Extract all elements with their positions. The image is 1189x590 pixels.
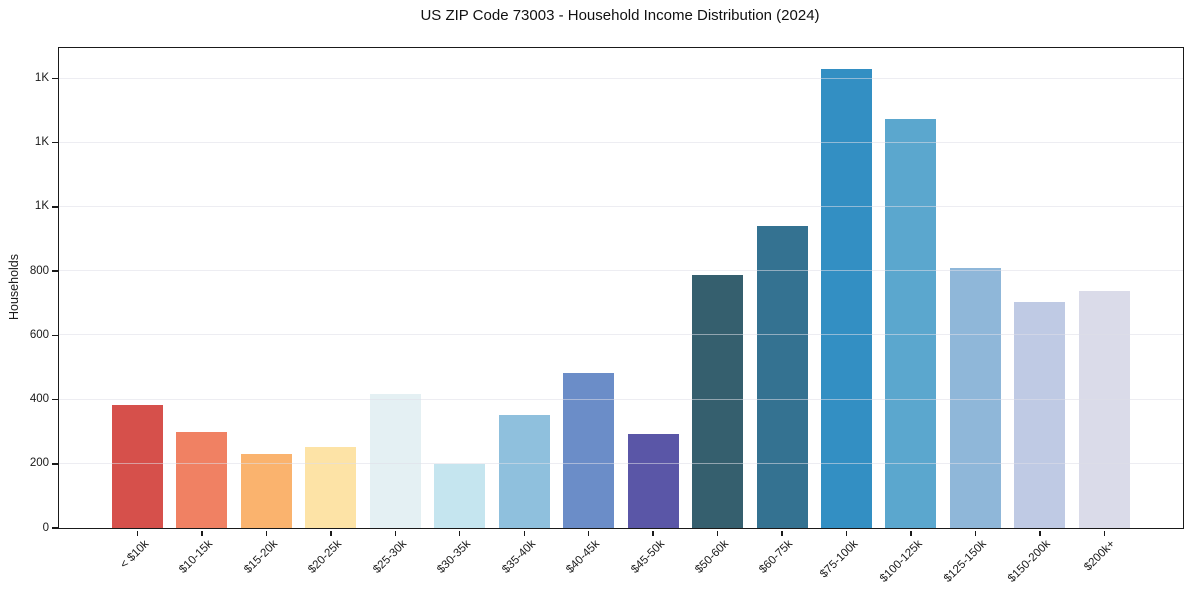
y-tick-label: 0: [42, 521, 49, 534]
x-tick-label: $125-150k: [941, 538, 989, 585]
gridline: [59, 77, 1183, 79]
x-tick-mark: [1039, 530, 1041, 536]
chart-title: US ZIP Code 73003 - Household Income Dis…: [420, 7, 820, 24]
x-tick-mark: [652, 530, 654, 536]
x-tick-label: < $10k: [117, 538, 151, 572]
x-tick-label: $45-50k: [628, 538, 667, 576]
x-tick-mark: [845, 530, 848, 536]
x-tick-label: $30-35k: [435, 538, 474, 576]
x-tick-label: $25-30k: [370, 538, 409, 576]
bar: [885, 118, 937, 528]
x-tick-label: $10-15k: [177, 538, 216, 576]
x-tick-mark: [781, 530, 783, 536]
x-tick-mark: [394, 530, 396, 536]
bar-slot: $200k+: [1078, 48, 1130, 573]
bar: [756, 226, 808, 528]
y-tick-mark: [52, 77, 58, 80]
y-tick-mark: [52, 334, 58, 337]
bar-slot: $25-30k: [369, 48, 421, 576]
bar: [627, 433, 679, 528]
x-tick-mark: [716, 530, 719, 536]
gridline: [59, 334, 1183, 336]
bar-slot: $35-40k: [498, 48, 550, 576]
x-tick-mark: [523, 530, 525, 536]
bar-slot: $10-15k: [176, 48, 228, 576]
bar-slot: $75-100k: [818, 48, 872, 580]
bars-container: < $10k $10-15k $15-20k $20-25k $25-30k $30-35…: [59, 48, 1183, 585]
plot-area: < $10k $10-15k $15-20k $20-25k $25-30k $30-35…: [30, 47, 1184, 585]
x-tick-mark: [459, 530, 461, 536]
x-tick-label: $100-125k: [877, 538, 925, 585]
bar-slot: $40-45k: [563, 48, 615, 576]
x-tick-mark: [136, 530, 139, 536]
bar: [434, 464, 486, 528]
bar-slot: $50-60k: [692, 48, 744, 576]
x-tick-label: $20-25k: [306, 538, 345, 576]
bar: [305, 446, 357, 528]
gridline: [59, 398, 1183, 400]
x-tick-label: $75-100k: [817, 538, 860, 581]
y-tick-label: 400: [29, 392, 49, 405]
bar: [176, 431, 228, 528]
bar-slot: $15-20k: [240, 48, 292, 576]
bar: [1078, 291, 1130, 528]
x-tick-label: $150-200k: [1006, 538, 1054, 585]
bar: [949, 267, 1001, 528]
bar: [498, 414, 550, 528]
bar: [240, 454, 292, 528]
gridline: [59, 270, 1183, 272]
y-tick-mark: [52, 527, 58, 529]
gridline: [59, 141, 1183, 143]
bar: [563, 372, 615, 528]
y-tick-label: 800: [29, 264, 49, 277]
y-tick-label: 1K: [34, 200, 49, 213]
gridline: [59, 462, 1183, 464]
bar: [692, 275, 744, 528]
y-tick-label: 1K: [34, 71, 49, 84]
x-tick-mark: [1103, 530, 1105, 536]
x-tick-label: $60-75k: [757, 538, 796, 576]
x-tick-label: $15-20k: [242, 538, 280, 576]
bar-slot: $125-150k: [942, 48, 1001, 585]
bar: [820, 68, 872, 528]
bar-slot: $60-75k: [756, 48, 808, 576]
bar: [369, 394, 421, 528]
y-tick-mark: [52, 142, 58, 144]
bar-slot: $150-200k: [1006, 48, 1066, 585]
x-tick-mark: [974, 530, 977, 536]
bar-slot: $45-50k: [627, 48, 679, 576]
x-tick-mark: [910, 530, 912, 536]
x-tick-mark: [201, 530, 203, 536]
bar-slot: $20-25k: [305, 48, 357, 576]
bar-slot: < $10k: [112, 48, 163, 571]
y-axis-label: Households: [7, 253, 21, 321]
y-tick-label: 1K: [34, 135, 49, 148]
y-tick-mark: [52, 270, 58, 272]
bar: [112, 405, 163, 528]
y-tick-mark: [52, 398, 58, 401]
y-tick-label: 600: [29, 328, 49, 341]
bar-slot: $30-35k: [434, 48, 486, 576]
x-tick-mark: [265, 530, 268, 536]
x-tick-label: $200k+: [1082, 538, 1118, 574]
bar-slot: $100-125k: [877, 48, 937, 585]
x-tick-label: $50-60k: [693, 538, 732, 576]
y-tick-label: 200: [29, 457, 49, 470]
x-tick-mark: [330, 530, 332, 536]
x-tick-label: $40-45k: [564, 538, 603, 576]
gridline: [59, 205, 1183, 207]
y-tick-mark: [52, 463, 58, 465]
bar: [1014, 301, 1066, 528]
x-tick-mark: [587, 530, 590, 536]
y-tick-mark: [52, 206, 58, 208]
x-tick-label: $35-40k: [499, 538, 538, 576]
